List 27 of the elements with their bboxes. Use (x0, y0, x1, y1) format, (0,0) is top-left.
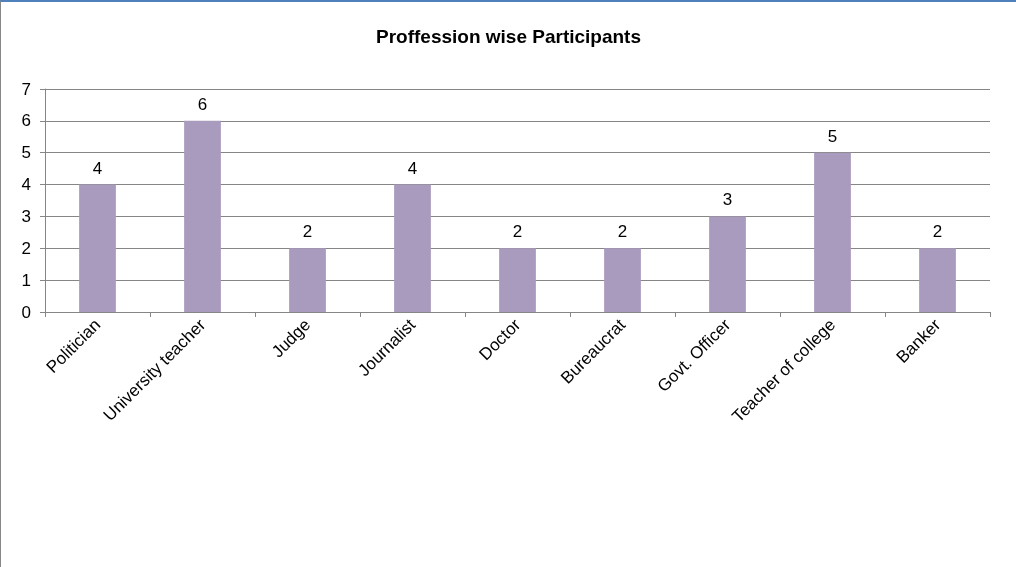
data-label: 5 (827, 126, 838, 146)
chart-title: Proffession wise Participants (375, 26, 642, 47)
data-label: 2 (512, 222, 523, 242)
y-tick-label: 1 (21, 270, 31, 290)
data-label: 2 (302, 222, 313, 242)
bar (919, 248, 956, 312)
bar (289, 248, 326, 312)
data-label: 2 (932, 222, 943, 242)
bar (394, 184, 431, 312)
data-label: 4 (407, 158, 418, 178)
bar (604, 248, 641, 312)
y-tick-label: 7 (21, 79, 31, 99)
y-tick-label: 2 (21, 238, 31, 258)
bar (499, 248, 536, 312)
data-label: 3 (722, 190, 733, 210)
data-label: 2 (617, 222, 628, 242)
data-label: 4 (92, 158, 103, 178)
bar (79, 184, 116, 312)
data-label: 6 (197, 94, 208, 114)
bar (184, 120, 221, 312)
y-tick-label: 4 (21, 175, 31, 195)
y-tick-label: 0 (21, 302, 31, 322)
bar (709, 216, 746, 312)
y-tick-label: 6 (21, 111, 31, 131)
y-tick-label: 3 (21, 206, 31, 226)
bar (814, 152, 851, 312)
y-tick-label: 5 (21, 143, 31, 163)
